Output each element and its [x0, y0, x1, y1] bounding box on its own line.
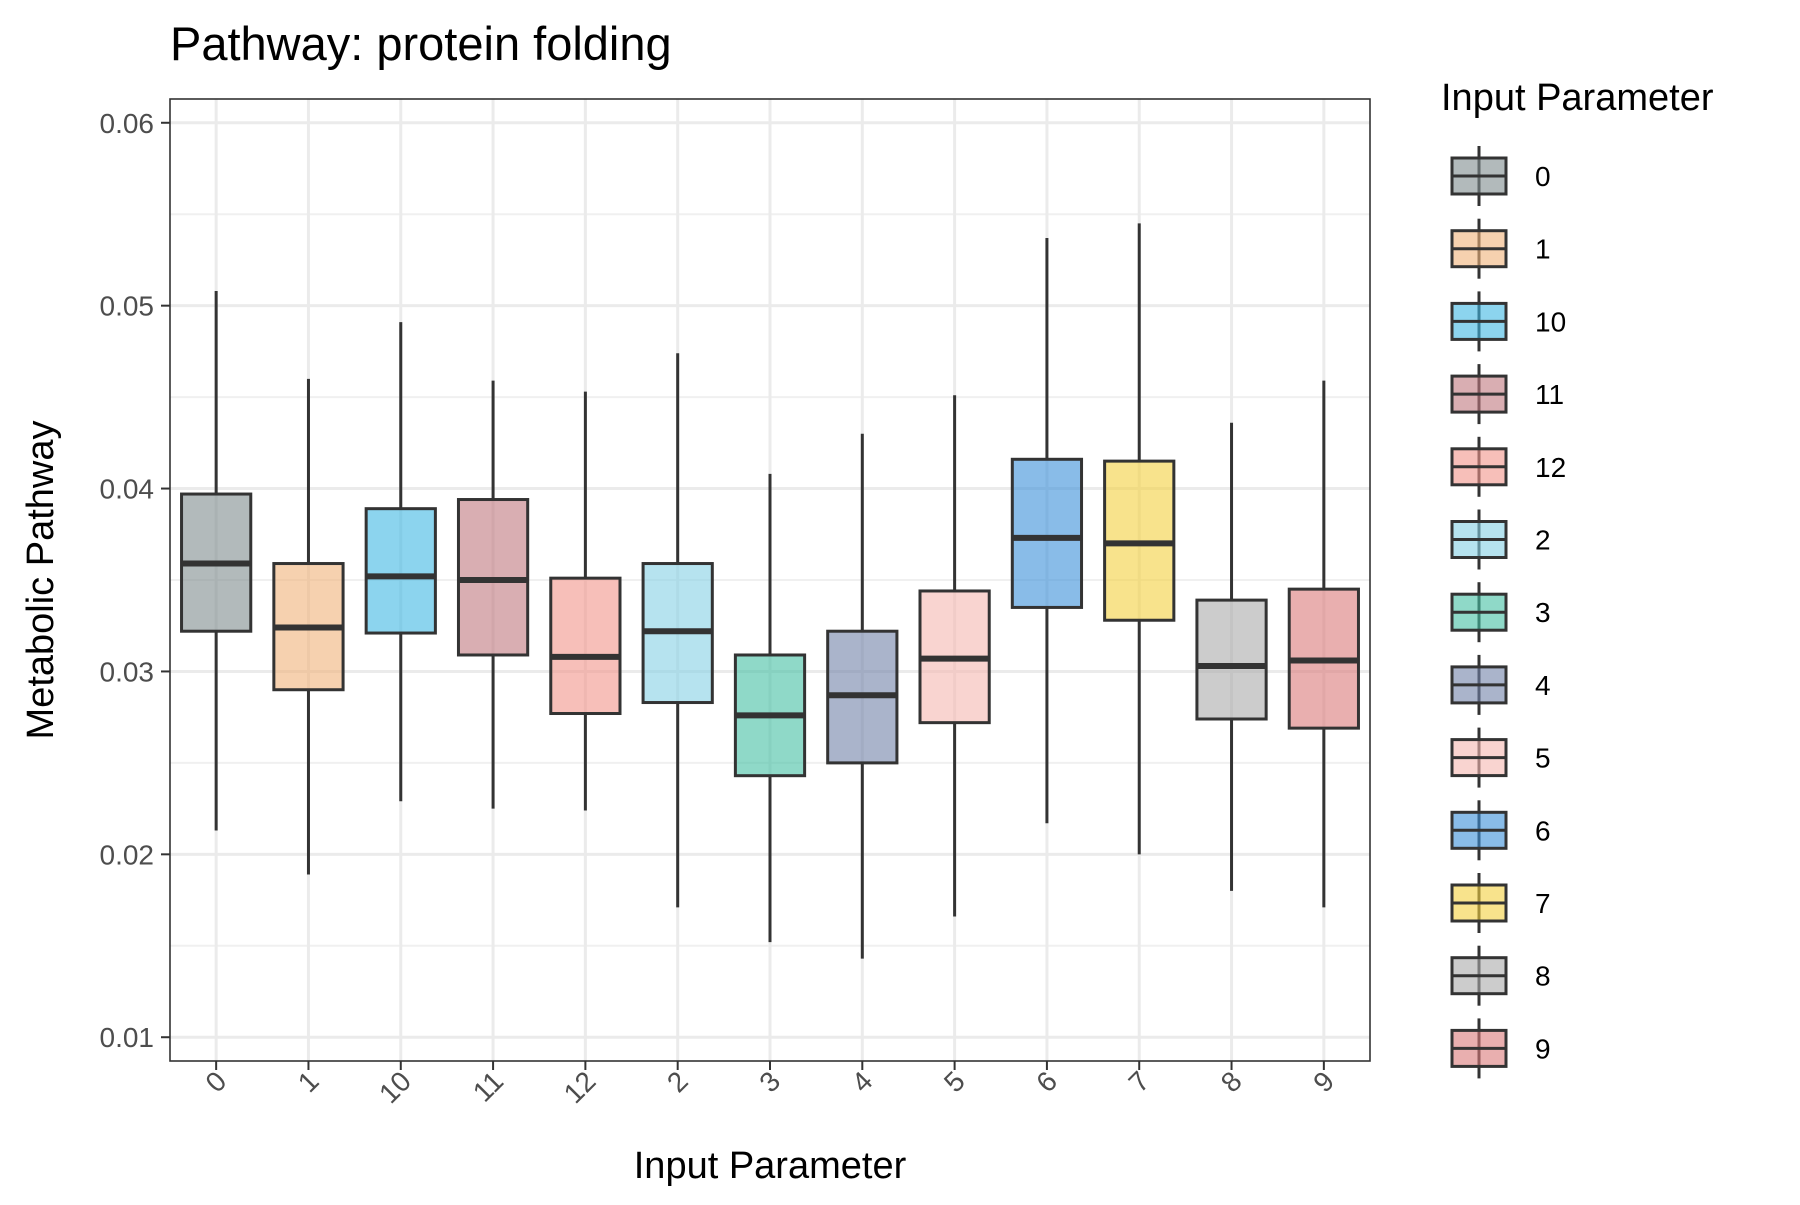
legend-item-12: 12	[1450, 436, 1566, 497]
box-11	[456, 380, 530, 809]
legend-label: 3	[1535, 597, 1551, 628]
legend-title: Input Parameter	[1441, 77, 1714, 119]
boxes	[180, 223, 1360, 959]
y-tick-label: 0.06	[100, 108, 155, 139]
x-tick-label: 5	[938, 1065, 971, 1098]
legend-item-1: 1	[1450, 218, 1551, 279]
x-tick-label: 4	[846, 1065, 879, 1098]
legend-label: 12	[1535, 452, 1566, 483]
box-rect	[1195, 598, 1268, 721]
x-axis: 0 1 10 11 12 2 3 4 5 6 7 8 9	[199, 1061, 1340, 1109]
y-tick-label: 0.01	[100, 1022, 155, 1053]
x-axis-title: Input Parameter	[634, 1145, 907, 1187]
box-9	[1287, 380, 1360, 908]
x-tick-label: 7	[1123, 1065, 1156, 1098]
legend-label: 0	[1535, 161, 1551, 192]
legend-item-0: 0	[1450, 146, 1551, 206]
legend-item-8: 8	[1450, 945, 1551, 1006]
x-tick-label: 6	[1030, 1065, 1063, 1098]
legend-label: 1	[1535, 234, 1551, 265]
x-tick-label: 10	[373, 1065, 417, 1109]
x-tick-label: 8	[1215, 1065, 1248, 1098]
legend-item-10: 10	[1450, 291, 1566, 352]
box-0	[180, 291, 253, 831]
x-tick-label: 0	[199, 1065, 232, 1098]
legend-item-6: 6	[1450, 800, 1551, 861]
box-3	[733, 473, 807, 943]
legend-item-4: 4	[1450, 654, 1551, 715]
box-rect	[364, 507, 437, 635]
legend-label: 2	[1535, 525, 1551, 556]
legend-label: 10	[1535, 306, 1566, 337]
box-4	[826, 433, 899, 959]
box-rect	[549, 576, 622, 716]
legend-label: 11	[1535, 379, 1564, 410]
box-rect	[1010, 457, 1084, 609]
y-tick-label: 0.03	[100, 656, 155, 687]
chart-title: Pathway: protein folding	[170, 17, 672, 70]
legend-item-2: 2	[1450, 509, 1551, 570]
box-10	[364, 322, 437, 802]
box-8	[1195, 422, 1268, 891]
y-tick-label: 0.05	[100, 291, 155, 322]
box-6	[1010, 237, 1084, 824]
legend-label: 5	[1535, 743, 1551, 774]
legend-label: 6	[1535, 815, 1551, 846]
box-2	[641, 353, 714, 908]
legend-item-7: 7	[1450, 873, 1551, 933]
x-tick-label: 3	[753, 1065, 786, 1098]
x-tick-label: 1	[292, 1065, 325, 1098]
legend-item-3: 3	[1450, 582, 1551, 643]
legend-label: 8	[1535, 961, 1551, 992]
legend-item-11: 11	[1450, 364, 1564, 425]
x-tick-label: 11	[467, 1065, 509, 1107]
legend-item-5: 5	[1450, 727, 1551, 788]
y-axis-title: Metabolic Pathway	[20, 421, 62, 740]
x-tick-label: 12	[558, 1065, 602, 1109]
x-tick-label: 9	[1307, 1065, 1340, 1098]
x-tick-label: 2	[661, 1065, 694, 1098]
y-tick-label: 0.02	[100, 839, 155, 870]
legend: 0 1 10 11 12 2 3 4 5 6 7 8 9	[1450, 146, 1566, 1079]
box-7	[1103, 223, 1176, 855]
box-5	[918, 395, 991, 917]
y-tick-label: 0.04	[100, 474, 155, 505]
legend-item-9: 9	[1450, 1018, 1551, 1079]
legend-label: 9	[1535, 1033, 1551, 1064]
y-axis: 0.01 0.02 0.03 0.04 0.05 0.06	[100, 108, 170, 1053]
legend-label: 4	[1535, 670, 1551, 701]
legend-label: 7	[1535, 888, 1551, 919]
box-1	[272, 378, 345, 875]
box-12	[549, 391, 622, 811]
